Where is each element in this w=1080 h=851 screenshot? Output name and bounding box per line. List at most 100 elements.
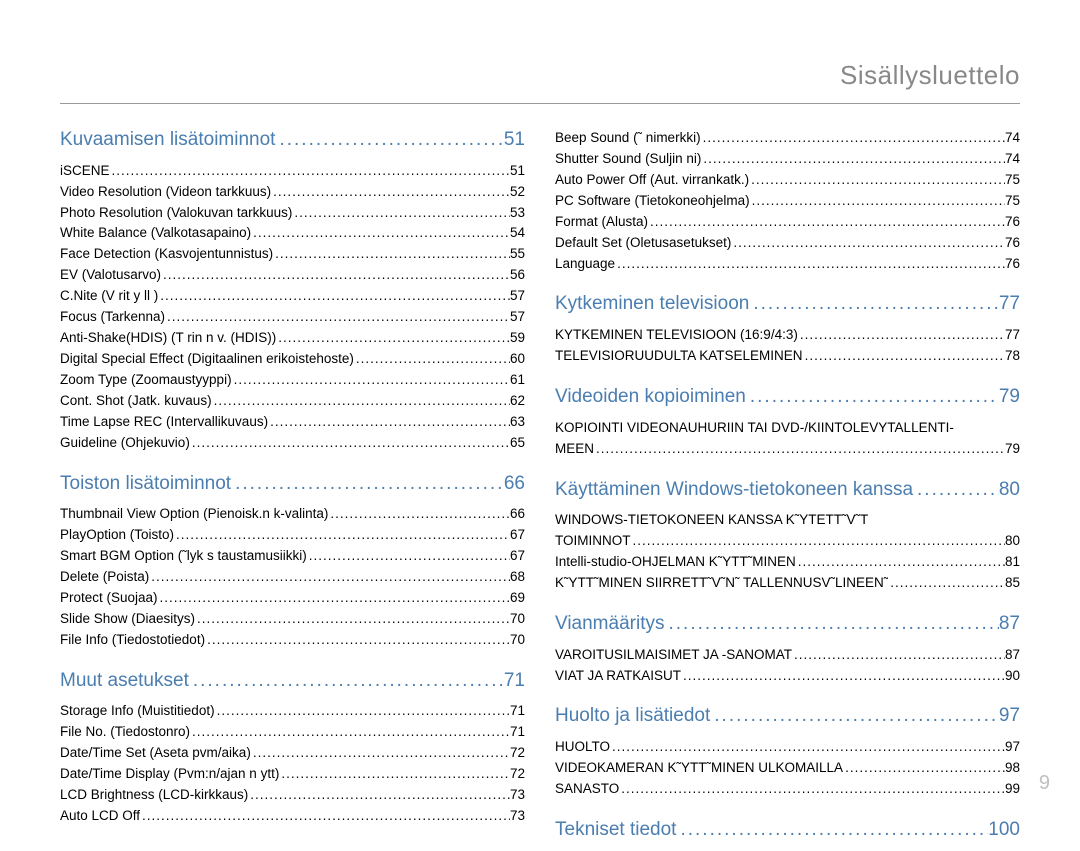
toc-entry[interactable]: Zoom Type (Zoomaustyyppi)...............…: [60, 370, 525, 391]
page-number: 9: [1039, 772, 1050, 795]
toc-entry[interactable]: Cont. Shot (Jatk. kuvaus)...............…: [60, 391, 525, 412]
toc-entry[interactable]: LCD Brightness (LCD-kirkkaus)...........…: [60, 785, 525, 806]
toc-section-heading[interactable]: Videoiden kopioiminen...................…: [555, 385, 1020, 412]
toc-entry[interactable]: Format (Alusta).........................…: [555, 212, 1020, 233]
toc-entry[interactable]: VIAT JA RATKAISUT.......................…: [555, 666, 1020, 687]
toc-entry[interactable]: VAROITUSILMAISIMET JA -SANOMAT..........…: [555, 645, 1020, 666]
toc-entry-page: 57: [510, 286, 525, 307]
toc-entry[interactable]: KYTKEMINEN TELEVISIOON (16:9/4:3).......…: [555, 325, 1020, 346]
toc-entry[interactable]: Protect (Suojaa)........................…: [60, 588, 525, 609]
toc-section-heading[interactable]: Muut asetukset..........................…: [60, 669, 525, 696]
toc-section-heading[interactable]: Tekniset tiedot.........................…: [555, 818, 1020, 845]
toc-section-title: Kuvaamisen lisätoiminnot: [60, 128, 275, 153]
toc-entry[interactable]: Time Lapse REC (Intervallikuvaus).......…: [60, 412, 525, 433]
toc-entry-page: 67: [510, 546, 525, 567]
toc-entry-page: 70: [510, 630, 525, 651]
toc-leader-dots: ........................................…: [279, 764, 510, 785]
toc-entry-label: EV (Valotusarvo): [60, 265, 161, 286]
toc-entry-page: 73: [510, 806, 525, 827]
toc-entry[interactable]: SANASTO.................................…: [555, 779, 1020, 800]
toc-entry-page: 81: [1005, 552, 1020, 573]
toc-entry[interactable]: PC Software (Tietokoneohjelma)..........…: [555, 191, 1020, 212]
toc-entry[interactable]: C.Nite (V rit y ll )....................…: [60, 286, 525, 307]
toc-entry-page: 62: [510, 391, 525, 412]
toc-entry[interactable]: Delete (Poista).........................…: [60, 567, 525, 588]
toc-leader-dots: ........................................…: [212, 391, 510, 412]
toc-entry[interactable]: White Balance (Valkotasapaino)..........…: [60, 223, 525, 244]
toc-entry-label: Zoom Type (Zoomaustyyppi): [60, 370, 232, 391]
toc-entry-label: VIAT JA RATKAISUT: [555, 666, 681, 687]
toc-leader-dots: ........................................…: [161, 265, 510, 286]
toc-section-heading[interactable]: Käyttäminen Windows-tietokoneen kanssa..…: [555, 478, 1020, 505]
toc-section-title: Huolto ja lisätiedot: [555, 704, 710, 729]
toc-entry-label: Anti-Shake(HDIS) (T rin n v. (HDIS)): [60, 328, 276, 349]
toc-entry-page: 65: [510, 433, 525, 454]
toc-entry-label: Slide Show (Diaesitys): [60, 609, 195, 630]
toc-leader-dots: ........................................…: [354, 349, 510, 370]
toc-leader-dots: ........................................…: [292, 203, 510, 224]
toc-leader-dots: ........................................…: [749, 170, 1005, 191]
toc-leader-dots: ........................................…: [328, 504, 510, 525]
toc-entry[interactable]: K˜YTT˜MINEN SIIRRETT˜V˜N˜ TALLENNUSV˜LIN…: [555, 573, 1020, 594]
toc-entry[interactable]: iSCENE..................................…: [60, 161, 525, 182]
toc-leader-dots: ........................................…: [615, 254, 1005, 275]
toc-entry[interactable]: Slide Show (Diaesitys)..................…: [60, 609, 525, 630]
toc-entry[interactable]: Default Set (Oletusasetukset)...........…: [555, 233, 1020, 254]
toc-entry[interactable]: Video Resolution (Videon tarkkuus)......…: [60, 182, 525, 203]
toc-entry[interactable]: File No. (Tiedostonro)..................…: [60, 722, 525, 743]
toc-entry-label: HUOLTO: [555, 737, 610, 758]
toc-entry[interactable]: Date/Time Display (Pvm:n/ajan n ytt)....…: [60, 764, 525, 785]
toc-entry[interactable]: Face Detection (Kasvojentunnistus)......…: [60, 244, 525, 265]
toc-leader-dots: ........................................…: [273, 244, 510, 265]
toc-entry[interactable]: File Info (Tiedostotiedot)..............…: [60, 630, 525, 651]
toc-section-heading[interactable]: Vianmääritys............................…: [555, 612, 1020, 639]
toc-entry[interactable]: Guideline (Ohjekuvio)...................…: [60, 433, 525, 454]
toc-section-heading[interactable]: Kuvaamisen lisätoiminnot................…: [60, 128, 525, 155]
toc-entry[interactable]: Digital Special Effect (Digitaalinen eri…: [60, 349, 525, 370]
toc-entry-label: LCD Brightness (LCD-kirkkaus): [60, 785, 248, 806]
toc-section-page: 71: [504, 669, 525, 694]
toc-entry[interactable]: Intelli-studio-OHJELMAN K˜YTT˜MINEN.....…: [555, 552, 1020, 573]
toc-entry[interactable]: Smart BGM Option (˜lyk s taustamusiikki)…: [60, 546, 525, 567]
toc-entry[interactable]: Auto Power Off (Aut. virrankatk.).......…: [555, 170, 1020, 191]
toc-entry[interactable]: Photo Resolution (Valokuvan tarkkuus)...…: [60, 203, 525, 224]
toc-entry[interactable]: Language................................…: [555, 254, 1020, 275]
toc-section-title: Videoiden kopioiminen: [555, 385, 746, 410]
toc-entry[interactable]: Storage Info (Muistitiedot).............…: [60, 701, 525, 722]
toc-entry[interactable]: VIDEOKAMERAN K˜YTT˜MINEN ULKOMAILLA.....…: [555, 758, 1020, 779]
toc-entry[interactable]: HUOLTO..................................…: [555, 737, 1020, 758]
toc-entry-page: 87: [1005, 645, 1020, 666]
toc-entry-label: C.Nite (V rit y ll ): [60, 286, 158, 307]
toc-leader-dots: ........................................…: [888, 573, 1005, 594]
toc-entry-label: Storage Info (Muistitiedot): [60, 701, 215, 722]
toc-section-heading[interactable]: Toiston lisätoiminnot...................…: [60, 472, 525, 499]
toc-entry[interactable]: TOIMINNOT...............................…: [555, 531, 1020, 552]
toc-section-title: Vianmääritys: [555, 612, 664, 637]
toc-section-heading[interactable]: Huolto ja lisätiedot....................…: [555, 704, 1020, 731]
toc-section-title: Käyttäminen Windows-tietokoneen kanssa: [555, 478, 913, 503]
toc-entry-page: 66: [510, 504, 525, 525]
toc-entry-page: 76: [1005, 212, 1020, 233]
toc-entry[interactable]: Beep Sound (˜ nimerkki).................…: [555, 128, 1020, 149]
toc-entry[interactable]: TELEVISIORUUDULTA KATSELEMINEN..........…: [555, 346, 1020, 367]
toc-entry[interactable]: PlayOption (Toisto).....................…: [60, 525, 525, 546]
toc-entry-page: 80: [1005, 531, 1020, 552]
toc-leader-dots: ........................................…: [803, 346, 1005, 367]
toc-entry-page: 53: [510, 203, 525, 224]
toc-entry[interactable]: Anti-Shake(HDIS) (T rin n v. (HDIS))....…: [60, 328, 525, 349]
toc-entry[interactable]: MEEN....................................…: [555, 439, 1020, 460]
toc-entry[interactable]: Auto LCD Off............................…: [60, 806, 525, 827]
toc-leader-dots: ........................................…: [231, 472, 504, 497]
toc-leader-dots: ........................................…: [189, 669, 504, 694]
toc-entry[interactable]: EV (Valotusarvo)........................…: [60, 265, 525, 286]
toc-entry-page: 72: [510, 743, 525, 764]
toc-section-heading[interactable]: Kytkeminen televisioon..................…: [555, 292, 1020, 319]
toc-leader-dots: ........................................…: [158, 286, 510, 307]
toc-leader-dots: ........................................…: [251, 743, 510, 764]
toc-leader-dots: ........................................…: [631, 531, 1005, 552]
toc-entry[interactable]: Focus (Tarkenna)........................…: [60, 307, 525, 328]
toc-entry[interactable]: Thumbnail View Option (Pienoisk.n k-vali…: [60, 504, 525, 525]
toc-entry[interactable]: Date/Time Set (Aseta pvm/aika)..........…: [60, 743, 525, 764]
toc-entry[interactable]: Shutter Sound (Suljin ni)...............…: [555, 149, 1020, 170]
toc-leader-dots: ........................................…: [268, 412, 510, 433]
